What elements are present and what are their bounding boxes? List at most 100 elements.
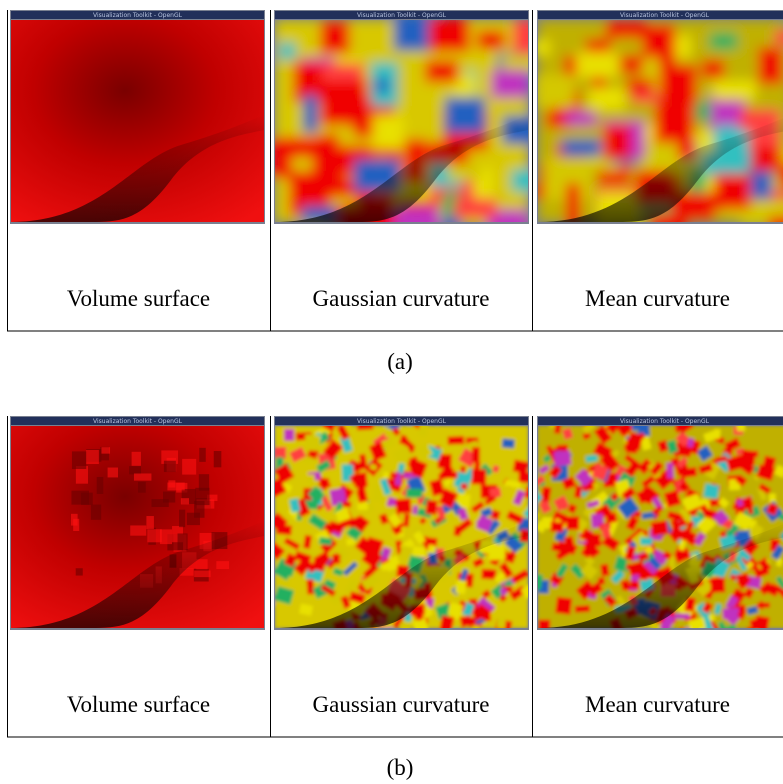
facet bbox=[181, 498, 189, 504]
window-title: Visualization Toolkit - OpenGL bbox=[357, 12, 447, 19]
patch bbox=[629, 581, 639, 590]
patch bbox=[632, 364, 644, 376]
patch bbox=[639, 636, 649, 648]
window-title: Visualization Toolkit - OpenGL bbox=[93, 12, 183, 19]
patch bbox=[454, 636, 474, 657]
patch bbox=[487, 569, 493, 575]
patch bbox=[688, 371, 700, 383]
patch bbox=[352, 402, 362, 412]
patch bbox=[424, 393, 440, 408]
patch bbox=[335, 636, 352, 648]
patch bbox=[754, 634, 767, 650]
patch bbox=[382, 407, 398, 416]
patch bbox=[429, 18, 470, 52]
panel: Visualization Toolkit - OpenGLGaussian c… bbox=[270, 10, 557, 311]
facet bbox=[101, 447, 110, 453]
patch bbox=[304, 434, 321, 451]
patch bbox=[710, 33, 738, 49]
facet bbox=[187, 513, 200, 525]
figure: Visualization Toolkit - OpenGL Volume sur… bbox=[0, 0, 783, 784]
facet bbox=[81, 493, 93, 505]
patch bbox=[653, 392, 668, 407]
patch bbox=[603, 650, 617, 665]
patch bbox=[640, 538, 652, 546]
panel: Visualization Toolkit - OpenGLGaussian c… bbox=[239, 377, 559, 717]
facet bbox=[147, 529, 161, 542]
patch bbox=[626, 439, 638, 454]
facet bbox=[134, 473, 151, 480]
facet bbox=[216, 561, 229, 569]
patch bbox=[380, 646, 395, 661]
patch bbox=[308, 474, 315, 483]
patch bbox=[702, 60, 725, 78]
facet bbox=[167, 482, 184, 490]
panel-caption: Volume surface bbox=[67, 286, 210, 311]
patch bbox=[375, 631, 393, 650]
patch bbox=[384, 386, 401, 403]
patch bbox=[511, 170, 539, 192]
patch bbox=[553, 450, 571, 467]
patch bbox=[368, 638, 383, 650]
patch bbox=[724, 629, 732, 641]
patch bbox=[445, 472, 458, 479]
patch bbox=[533, 40, 550, 56]
patch bbox=[672, 646, 691, 664]
subfigure-label: (b) bbox=[387, 755, 414, 780]
panel-caption: Volume surface bbox=[67, 692, 210, 717]
patch bbox=[566, 516, 579, 530]
patch bbox=[319, 477, 330, 487]
patch bbox=[391, 410, 398, 416]
patch bbox=[749, 629, 764, 645]
patch bbox=[491, 70, 528, 98]
patch bbox=[712, 643, 728, 659]
rendering bbox=[270, 16, 557, 252]
patch bbox=[751, 200, 783, 215]
patch bbox=[402, 653, 415, 665]
page: Visualization Toolkit - OpenGL Volume sur… bbox=[0, 0, 783, 784]
patch bbox=[412, 546, 426, 557]
curvature-map bbox=[270, 16, 557, 252]
patch bbox=[402, 634, 420, 654]
rendering bbox=[508, 364, 783, 673]
patch bbox=[779, 164, 783, 186]
patch bbox=[528, 573, 543, 590]
patch bbox=[489, 487, 501, 498]
patch bbox=[557, 445, 568, 451]
facet bbox=[194, 571, 211, 578]
patch bbox=[375, 79, 389, 93]
patch bbox=[751, 147, 783, 171]
facet bbox=[214, 451, 222, 467]
patch bbox=[655, 104, 695, 143]
patch bbox=[439, 399, 455, 415]
patch bbox=[352, 112, 373, 127]
patch bbox=[352, 402, 361, 411]
patch bbox=[425, 500, 437, 515]
patch bbox=[497, 618, 506, 629]
patch bbox=[404, 384, 418, 399]
patch bbox=[700, 391, 711, 404]
patch bbox=[658, 640, 669, 651]
patch bbox=[538, 620, 550, 634]
patch bbox=[395, 498, 411, 514]
patch bbox=[709, 631, 718, 643]
patch bbox=[264, 599, 274, 606]
patch bbox=[666, 463, 673, 479]
patch bbox=[629, 399, 646, 413]
panel: Visualization Toolkit - OpenGL Volume sur… bbox=[10, 10, 265, 311]
patch bbox=[673, 637, 684, 648]
patch bbox=[673, 202, 687, 248]
patch bbox=[562, 140, 601, 157]
patch bbox=[377, 394, 395, 406]
patch bbox=[380, 400, 388, 408]
patch bbox=[388, 393, 405, 409]
patch bbox=[584, 406, 592, 413]
patch bbox=[758, 47, 783, 84]
patch bbox=[555, 597, 572, 615]
patch bbox=[443, 399, 454, 408]
rendering bbox=[11, 20, 264, 222]
patch bbox=[723, 639, 740, 655]
subfigure: Visualization Toolkit - OpenGL Volume sur… bbox=[7, 10, 783, 374]
patch bbox=[457, 629, 469, 642]
patch bbox=[284, 429, 294, 441]
patch bbox=[439, 661, 454, 677]
